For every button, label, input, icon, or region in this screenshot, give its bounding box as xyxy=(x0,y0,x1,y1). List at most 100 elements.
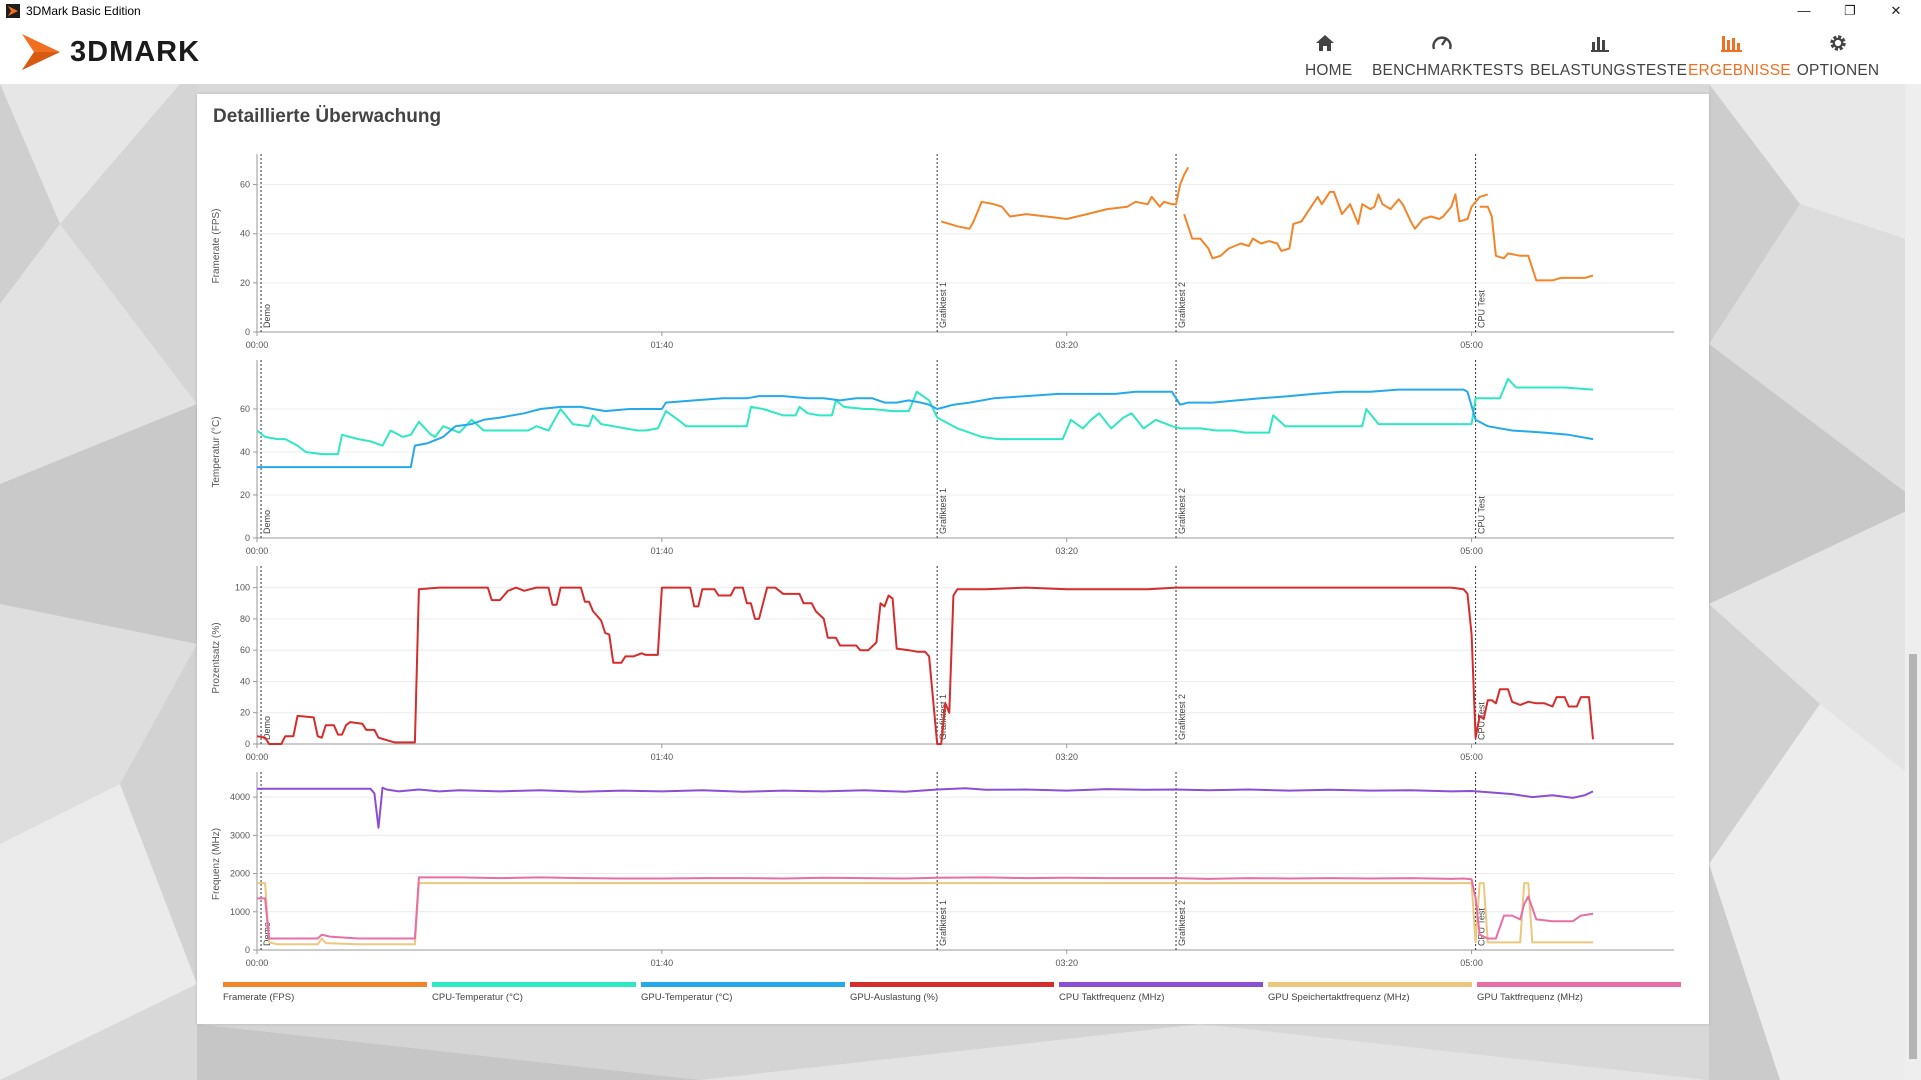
y-tick-label: 3000 xyxy=(230,830,250,840)
marker-label: Grafiktest 2 xyxy=(1177,900,1187,946)
y-tick-label: 0 xyxy=(245,739,250,749)
legend-swatch xyxy=(850,982,1054,987)
x-tick-label: 00:00 xyxy=(246,752,269,762)
y-axis-label: Prozentsatz (%) xyxy=(211,622,222,693)
legend-label: GPU Taktfrequenz (MHz) xyxy=(1477,992,1583,1003)
x-tick-label: 01:40 xyxy=(651,546,674,556)
minimize-button[interactable]: — xyxy=(1797,3,1811,18)
nav-belastungsteste[interactable]: BELASTUNGSTESTE xyxy=(1530,30,1688,80)
legend-item[interactable]: GPU Taktfrequenz (MHz) xyxy=(1477,982,1681,1003)
legend-item[interactable]: Framerate (FPS) xyxy=(223,982,427,1003)
gear-icon xyxy=(1796,30,1880,56)
series-line xyxy=(257,876,1594,940)
gauge-icon xyxy=(1372,30,1512,56)
y-tick-label: 20 xyxy=(240,278,250,288)
restore-button[interactable]: ❐ xyxy=(1844,3,1856,18)
legend-item[interactable]: CPU Taktfrequenz (MHz) xyxy=(1059,982,1263,1003)
y-axis-label: Frequenz (MHz) xyxy=(211,828,222,900)
marker-label: Demo xyxy=(262,510,272,534)
legend-label: Framerate (FPS) xyxy=(223,992,295,1003)
nav-ergebnisse[interactable]: ERGEBNISSE xyxy=(1688,30,1791,80)
x-tick-label: 01:40 xyxy=(651,958,674,968)
nav-ergebnisse-label: ERGEBNISSE xyxy=(1688,62,1791,79)
legend-swatch xyxy=(1477,982,1681,987)
nav-optionen-label: OPTIONEN xyxy=(1796,62,1880,79)
y-tick-label: 40 xyxy=(240,229,250,239)
series-line xyxy=(257,882,1593,946)
nav-belastungsteste-label: BELASTUNGSTESTE xyxy=(1530,62,1688,79)
y-tick-label: 1000 xyxy=(230,907,250,917)
x-tick-label: 03:20 xyxy=(1055,546,1078,556)
panel-title: Detaillierte Überwachung xyxy=(213,106,442,127)
legend-label: GPU Speichertaktfrequenz (MHz) xyxy=(1268,992,1410,1003)
marker-label: CPU Test xyxy=(1477,908,1487,946)
x-tick-label: 01:40 xyxy=(651,752,674,762)
window-title: 3DMark Basic Edition xyxy=(26,4,141,18)
y-tick-label: 40 xyxy=(240,447,250,457)
page-scrollbar[interactable] xyxy=(1905,84,1921,1080)
series-line xyxy=(256,377,1594,456)
marker-label: Grafiktest 1 xyxy=(938,488,948,534)
nav-optionen[interactable]: OPTIONEN xyxy=(1796,30,1880,80)
legend-item[interactable]: CPU-Temperatur (°C) xyxy=(432,982,636,1003)
y-tick-label: 40 xyxy=(240,676,250,686)
logo-icon xyxy=(22,34,60,70)
y-tick-label: 20 xyxy=(240,490,250,500)
x-tick-label: 03:20 xyxy=(1055,752,1078,762)
x-tick-label: 00:00 xyxy=(246,340,269,350)
legend-item[interactable]: GPU Speichertaktfrequenz (MHz) xyxy=(1268,982,1472,1003)
app-header: 3DMARK HOME BENCHMARKTESTS BELASTUNGSTES… xyxy=(0,22,1921,85)
app-icon xyxy=(6,4,20,18)
scrollbar-thumb[interactable] xyxy=(1909,654,1917,1059)
x-tick-label: 00:00 xyxy=(246,546,269,556)
marker-label: Grafiktest 2 xyxy=(1177,694,1187,740)
x-tick-label: 03:20 xyxy=(1055,958,1078,968)
marker-label: CPU Test xyxy=(1477,702,1487,740)
logo[interactable]: 3DMARK xyxy=(20,28,200,76)
y-tick-label: 0 xyxy=(245,327,250,337)
marker-label: Grafiktest 1 xyxy=(938,900,948,946)
marker-label: Grafiktest 1 xyxy=(938,282,948,328)
series-line xyxy=(1183,190,1489,260)
y-tick-label: 80 xyxy=(240,614,250,624)
results-icon xyxy=(1688,30,1776,56)
nav-benchmarktests[interactable]: BENCHMARKTESTS xyxy=(1372,30,1524,80)
legend-swatch xyxy=(1268,982,1472,987)
legend-label: GPU-Auslastung (%) xyxy=(850,992,939,1003)
nav-home-label: HOME xyxy=(1305,62,1353,79)
y-tick-label: 60 xyxy=(240,180,250,190)
marker-label: Demo xyxy=(262,304,272,328)
y-axis-label: Temperatur (°C) xyxy=(211,416,222,487)
legend-label: GPU-Temperatur (°C) xyxy=(641,992,733,1003)
marker-label: Demo xyxy=(262,922,272,946)
monitoring-panel: Detaillierte Überwachung 0 20 40 60 Framerat… xyxy=(197,94,1709,1024)
y-tick-label: 2000 xyxy=(230,869,250,879)
y-tick-label: 0 xyxy=(245,945,250,955)
x-tick-label: 03:20 xyxy=(1055,340,1078,350)
legend-swatch xyxy=(641,982,845,987)
legend-label: CPU Taktfrequenz (MHz) xyxy=(1059,992,1165,1003)
y-tick-label: 60 xyxy=(240,404,250,414)
legend-swatch xyxy=(432,982,636,987)
nav-home[interactable]: HOME xyxy=(1305,30,1353,80)
y-tick-label: 20 xyxy=(240,708,250,718)
y-tick-label: 4000 xyxy=(230,792,250,802)
x-tick-label: 00:00 xyxy=(246,958,269,968)
legend-item[interactable]: GPU-Auslastung (%) xyxy=(850,982,1054,1003)
legend-label: CPU-Temperatur (°C) xyxy=(432,992,523,1003)
x-tick-label: 05:00 xyxy=(1460,958,1483,968)
nav-benchmarktests-label: BENCHMARKTESTS xyxy=(1372,62,1524,79)
y-tick-label: 0 xyxy=(245,533,250,543)
y-tick-label: 100 xyxy=(235,583,250,593)
close-button[interactable]: ✕ xyxy=(1890,3,1902,18)
y-axis-label: Framerate (FPS) xyxy=(211,208,222,283)
series-line xyxy=(1479,205,1594,282)
monitoring-charts: 0 20 40 60 Framerate (FPS) 00:00 01:40 03:20 05:… xyxy=(211,154,1674,968)
x-tick-label: 05:00 xyxy=(1460,752,1483,762)
bar-chart-icon xyxy=(1530,30,1670,56)
legend-item[interactable]: GPU-Temperatur (°C) xyxy=(641,982,845,1003)
legend-swatch xyxy=(223,982,427,987)
y-tick-label: 60 xyxy=(240,645,250,655)
window-titlebar: 3DMark Basic Edition — ❐ ✕ xyxy=(0,0,1921,22)
marker-label: Demo xyxy=(262,716,272,740)
